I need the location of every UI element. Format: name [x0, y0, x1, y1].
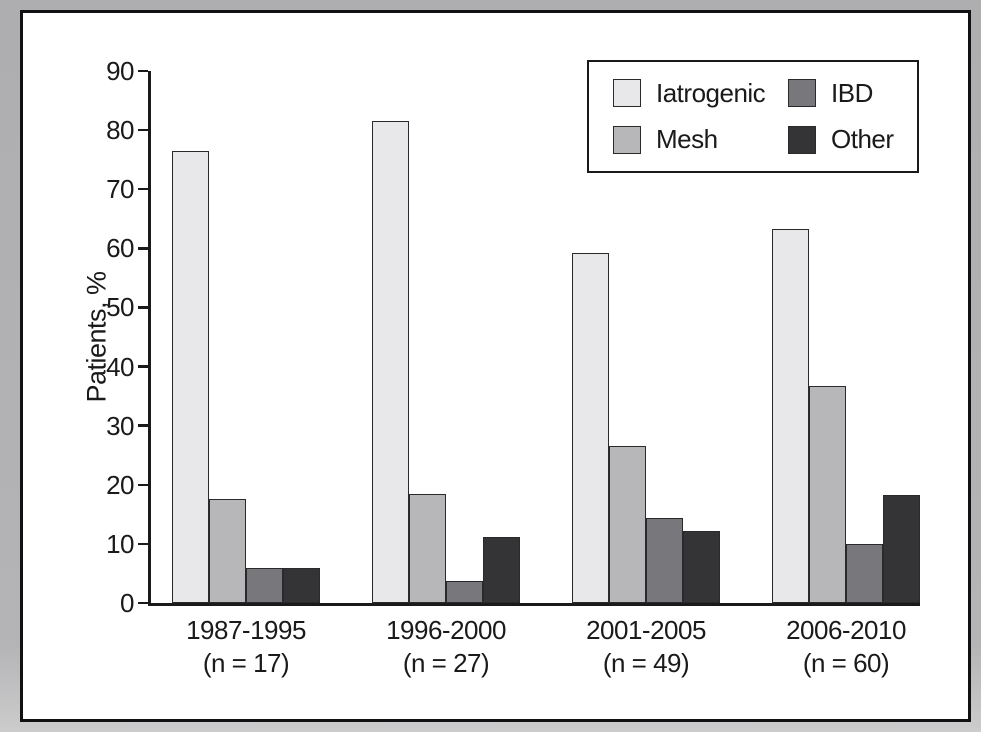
y-tick-label: 90 [106, 56, 134, 86]
x-category-count: (n = 17) [202, 648, 290, 678]
bar-iatrogenic-2001-2005 [572, 253, 609, 603]
y-tick-mark [138, 365, 148, 368]
bar-mesh-1987-1995 [209, 498, 246, 603]
legend-label: Mesh [656, 124, 718, 155]
legend-swatch-iatrogenic [613, 79, 641, 108]
y-tick-label: 20 [106, 469, 134, 500]
y-tick-label: 40 [106, 351, 134, 382]
bar-ibd-1996-2000 [446, 581, 483, 603]
y-tick-mark [138, 542, 148, 546]
legend-label: IBD [831, 77, 873, 108]
x-category-count: (n = 60) [802, 648, 890, 678]
bar-iatrogenic-1987-1995 [172, 150, 209, 603]
x-category-count: (n = 27) [402, 648, 490, 678]
bar-other-2001-2005 [683, 530, 720, 603]
y-tick-mark [138, 483, 148, 487]
bar-mesh-1996-2000 [409, 493, 446, 603]
x-category-years: 2001-2005 [586, 615, 706, 645]
x-category-label: 2006-2010 (n = 60) [736, 614, 956, 680]
y-tick-mark [138, 187, 148, 191]
y-tick-label: 60 [106, 233, 134, 264]
x-category-years: 1996-2000 [386, 615, 506, 645]
y-axis-line [148, 71, 151, 605]
x-category-years: 1987-1995 [186, 615, 306, 645]
x-category-label: 2001-2005 (n = 49) [536, 614, 756, 680]
y-tick-mark [138, 128, 148, 132]
bar-other-1996-2000 [483, 537, 520, 603]
bar-ibd-2006-2010 [846, 543, 883, 603]
y-tick-label: 70 [106, 174, 134, 205]
bar-mesh-2001-2005 [609, 446, 646, 603]
legend-item-ibd: IBD [788, 78, 917, 109]
legend-swatch-other [788, 125, 816, 154]
legend-item-mesh: Mesh [613, 124, 788, 155]
y-tick-mark [138, 247, 148, 250]
legend: Iatrogenic IBD Mesh Other [587, 60, 919, 173]
bar-iatrogenic-1996-2000 [372, 121, 409, 603]
plot-area: 0 10 20 30 40 50 60 70 80 90 [106, 56, 920, 618]
y-tick-mark [138, 69, 148, 73]
x-category-years: 2006-2010 [786, 615, 906, 645]
y-tick-label: 10 [106, 528, 134, 559]
x-axis-line [148, 603, 920, 606]
y-tick-label: 0 [120, 588, 134, 618]
bar-ibd-2001-2005 [646, 518, 683, 603]
x-category-label: 1987-1995 (n = 17) [136, 614, 356, 680]
y-tick-label: 30 [106, 410, 134, 441]
bar-other-2006-2010 [883, 494, 920, 603]
legend-label: Other [831, 124, 894, 155]
legend-item-other: Other [788, 124, 917, 155]
legend-swatch-ibd [788, 79, 816, 108]
bar-mesh-2006-2010 [809, 386, 846, 603]
x-category-label: 1996-2000 (n = 27) [336, 614, 556, 680]
legend-item-iatrogenic: Iatrogenic [613, 78, 788, 109]
y-tick-label: 50 [106, 292, 134, 323]
bar-iatrogenic-2006-2010 [772, 228, 809, 603]
y-tick-mark [138, 601, 148, 605]
bar-other-1987-1995 [283, 568, 320, 603]
y-tick-mark [138, 424, 148, 427]
x-category-count: (n = 49) [602, 648, 690, 678]
legend-label: Iatrogenic [656, 77, 766, 108]
y-tick-mark [138, 306, 148, 309]
y-tick-label: 80 [106, 115, 134, 146]
legend-swatch-mesh [613, 125, 641, 154]
bar-ibd-1987-1995 [246, 568, 283, 603]
